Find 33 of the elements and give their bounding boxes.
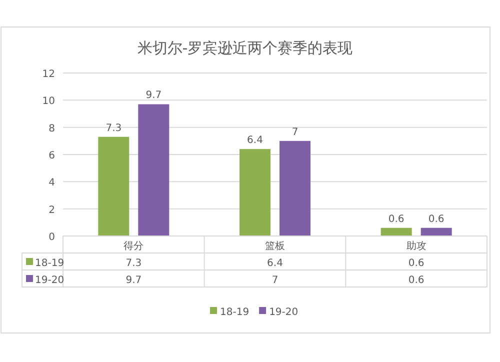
legend-label: 18-19: [35, 258, 64, 269]
bar: [138, 104, 170, 236]
text: 7.3: [126, 258, 142, 269]
y-tick-label: 2: [48, 204, 55, 216]
data-label: 7.3: [106, 122, 122, 134]
x-tick-label: 得分: [124, 240, 144, 252]
data-label: 0.6: [428, 214, 444, 225]
text: 18-19: [220, 307, 250, 318]
bar: [280, 140, 310, 236]
bar: [420, 228, 452, 236]
bar: [98, 136, 130, 236]
y-tick-label: 12: [42, 69, 55, 80]
data-label: 0.6: [388, 214, 404, 225]
y-tick-label: 8: [48, 123, 55, 134]
y-tick-label: 0: [48, 232, 55, 243]
y-tick-label: 10: [42, 96, 55, 108]
text: 19-20: [35, 275, 64, 286]
legend-label: 19-20: [269, 307, 298, 318]
chart-title: 米切尔-罗宾逊近两个赛季的表现: [137, 39, 353, 57]
text: 9.7: [126, 275, 142, 286]
data-label: 9.7: [146, 90, 162, 102]
x-tick-label: 助攻: [406, 240, 426, 252]
bar: [380, 228, 412, 236]
data-label: 7: [292, 126, 298, 138]
y-tick-label: 6: [48, 150, 55, 162]
data-label: 6.4: [247, 135, 263, 146]
text: 6.4: [267, 258, 283, 269]
x-tick-label: 篮板: [265, 240, 285, 252]
text: 0.6: [408, 275, 424, 286]
y-tick-label: 4: [48, 178, 55, 189]
text: 7: [272, 275, 278, 286]
text: 0.6: [408, 258, 424, 269]
bar: [240, 149, 270, 236]
